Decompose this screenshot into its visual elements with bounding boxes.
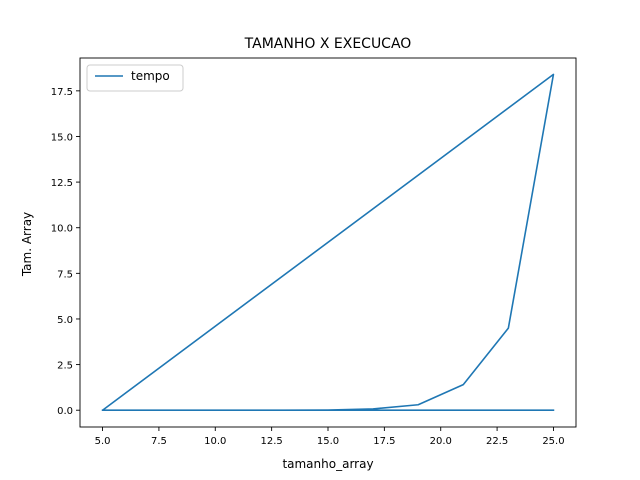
y-axis-ticks: 0.0 2.5 5.0 7.5 10.0 12.5 15.0 17.5: [51, 87, 80, 417]
x-axis-ticks: 5.0 7.5 10.0 12.5 15.0 17.5 20.0 22.5 25.0: [95, 427, 565, 447]
x-tick-label: 20.0: [430, 436, 452, 447]
x-tick-label: 22.5: [486, 436, 508, 447]
legend-box: [86, 64, 184, 92]
y-tick-label: 2.5: [57, 361, 73, 372]
x-tick-label: 12.5: [261, 436, 283, 447]
y-tick-label: 17.5: [51, 87, 73, 98]
x-tick-label: 7.5: [151, 436, 167, 447]
y-tick-label: 0.0: [57, 406, 73, 417]
y-tick-label: 5.0: [57, 315, 73, 326]
legend: tempo: [86, 64, 184, 92]
y-tick-label: 7.5: [57, 269, 73, 280]
x-tick-label: 17.5: [373, 436, 395, 447]
series-line-tempo: [101, 73, 555, 412]
y-tick-label: 12.5: [51, 178, 73, 189]
y-tick-label: 15.0: [51, 132, 73, 143]
x-tick-label: 25.0: [542, 436, 564, 447]
y-tick-label: 10.0: [51, 224, 73, 235]
chart-title: TAMANHO X EXECUCAO: [244, 36, 412, 52]
x-tick-label: 10.0: [204, 436, 226, 447]
legend-label: tempo: [131, 69, 170, 83]
y-axis-label: Tam. Array: [20, 212, 34, 277]
x-tick-label: 5.0: [95, 436, 111, 447]
x-axis-label: tamanho_array: [282, 457, 373, 471]
plot-area: [79, 57, 577, 428]
x-tick-label: 15.0: [317, 436, 339, 447]
